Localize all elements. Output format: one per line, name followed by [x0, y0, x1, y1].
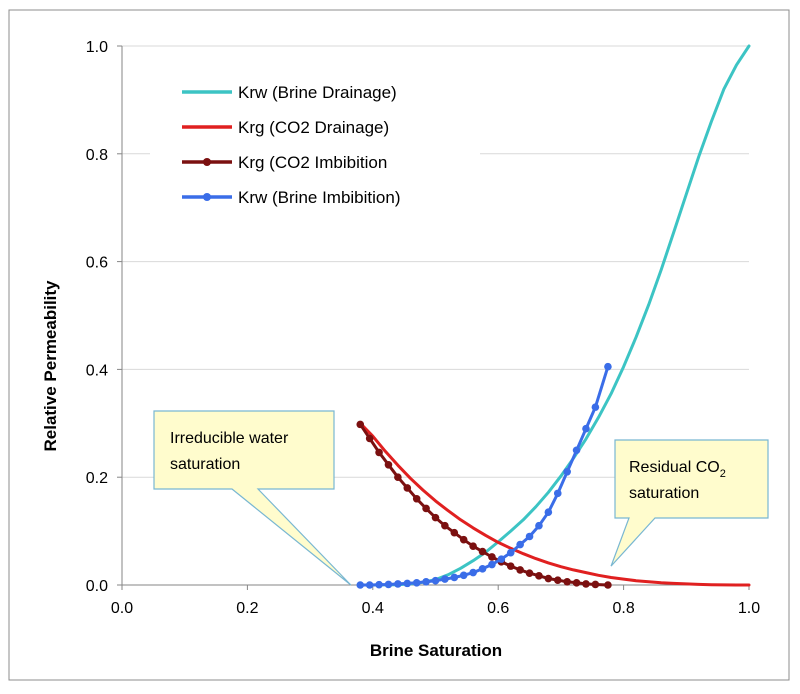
x-tick-label: 0.4	[362, 600, 384, 617]
data-series	[356, 44, 751, 589]
data-point-krg-co2-imbibition	[375, 448, 383, 457]
data-point-krg-co2-imbibition	[478, 547, 487, 556]
data-point-krg-co2-imbibition	[441, 521, 449, 530]
data-point-krw-brine-imbibition	[506, 548, 515, 557]
y-tick-label: 0.0	[86, 578, 108, 595]
data-point-krg-co2-imbibition	[356, 420, 365, 429]
data-point-krg-co2-imbibition	[384, 461, 393, 469]
x-tick-label: 0.6	[487, 600, 509, 617]
y-tick-label: 0.6	[86, 255, 108, 272]
data-point-krw-brine-imbibition	[394, 580, 402, 588]
data-point-krw-brine-imbibition	[572, 446, 581, 455]
data-point-krw-brine-imbibition	[591, 403, 600, 411]
y-tick-label: 0.8	[86, 147, 108, 164]
data-point-krg-co2-imbibition	[591, 580, 600, 589]
data-point-krw-brine-imbibition	[544, 508, 553, 517]
data-point-krg-co2-imbibition	[563, 577, 571, 586]
data-point-krw-brine-imbibition	[525, 532, 534, 541]
data-point-krg-co2-imbibition	[422, 504, 430, 513]
legend-marker-krg-co2-imbibition	[203, 158, 211, 166]
data-point-krg-co2-imbibition	[403, 484, 412, 492]
data-point-krw-brine-imbibition	[535, 521, 543, 530]
legend: Krw (Brine Drainage) Krg (CO2 Drainage) Kr…	[150, 68, 480, 220]
data-point-krg-co2-imbibition	[604, 581, 612, 589]
x-tick-label: 0.0	[111, 600, 133, 617]
legend-label-krg-co2-imbibition: Krg (CO2 Imbibition	[238, 153, 387, 172]
data-point-krw-brine-imbibition	[403, 579, 412, 588]
data-point-krg-co2-imbibition	[582, 580, 590, 588]
axes: 0.0 0.2 0.4 0.6 0.8 1.0 0.0 0.2 0.4 0.6 0.8 1.0	[86, 39, 760, 617]
data-point-krg-co2-imbibition	[506, 562, 515, 570]
y-tick-label: 0.4	[86, 362, 108, 379]
data-point-krw-brine-imbibition	[516, 540, 524, 549]
data-point-krg-co2-imbibition	[488, 553, 496, 561]
data-point-krw-brine-imbibition	[356, 581, 365, 589]
x-tick-label: 0.2	[236, 600, 258, 617]
data-point-krg-co2-imbibition	[553, 576, 562, 584]
data-point-krg-co2-imbibition	[525, 569, 534, 577]
data-point-krw-brine-imbibition	[469, 568, 477, 577]
y-axis-label: Relative Permeability	[41, 280, 60, 452]
data-point-krg-co2-imbibition	[535, 572, 543, 580]
data-point-krg-co2-imbibition	[450, 528, 459, 537]
data-point-krw-brine-imbibition	[478, 565, 487, 573]
data-point-krw-brine-imbibition	[604, 362, 612, 371]
legend-marker-krw-brine-imbibition	[203, 193, 211, 201]
callout-residual-text: Residual CO2	[629, 459, 726, 480]
callout-irreducible-text: saturation	[170, 456, 240, 473]
legend-label-krg-co2-drainage: Krg (CO2 Drainage)	[238, 118, 389, 137]
legend-label-krw-brine-imbibition: Krw (Brine Imbibition)	[238, 188, 401, 207]
data-point-krg-co2-imbibition	[544, 574, 553, 583]
data-point-krw-brine-imbibition	[553, 489, 562, 498]
x-axis-label: Brine Saturation	[370, 641, 502, 660]
callout-irreducible-text: Irreducible water	[170, 430, 289, 447]
data-point-krw-brine-imbibition	[422, 577, 430, 586]
data-point-krw-brine-imbibition	[384, 580, 393, 589]
data-point-krw-brine-imbibition	[497, 555, 506, 563]
data-point-krg-co2-imbibition	[394, 473, 402, 482]
data-point-krg-co2-imbibition	[365, 434, 374, 443]
data-point-krw-brine-imbibition	[459, 571, 468, 580]
data-point-krg-co2-imbibition	[412, 494, 421, 503]
y-tick-label: 1.0	[86, 39, 108, 56]
annotations: Irreducible water saturation Residual CO2 s…	[153, 410, 769, 586]
data-point-krg-co2-imbibition	[572, 579, 581, 587]
data-point-krw-brine-imbibition	[365, 581, 374, 589]
data-point-krg-co2-imbibition	[459, 535, 468, 544]
data-point-krw-brine-imbibition	[563, 468, 571, 476]
data-point-krg-co2-imbibition	[516, 566, 524, 574]
data-point-krg-co2-imbibition	[469, 542, 477, 550]
legend-label-krw-brine-drainage: Krw (Brine Drainage)	[238, 83, 397, 102]
data-point-krw-brine-imbibition	[488, 560, 496, 569]
data-point-krw-brine-imbibition	[582, 424, 590, 433]
data-point-krw-brine-imbibition	[375, 580, 383, 589]
y-tick-label: 0.2	[86, 470, 108, 487]
series-line-krg-co2-drainage	[358, 421, 751, 587]
x-tick-label: 1.0	[738, 600, 760, 617]
callout-residual-text: saturation	[629, 485, 699, 502]
callout-irreducible-water	[153, 410, 352, 586]
data-point-krg-co2-imbibition	[431, 513, 440, 522]
data-point-krw-brine-imbibition	[450, 573, 459, 582]
data-point-krw-brine-imbibition	[441, 575, 449, 583]
callout-residual-co2	[610, 439, 769, 567]
x-tick-label: 0.8	[612, 600, 634, 617]
data-point-krw-brine-imbibition	[431, 576, 440, 585]
data-point-krw-brine-imbibition	[412, 579, 421, 587]
